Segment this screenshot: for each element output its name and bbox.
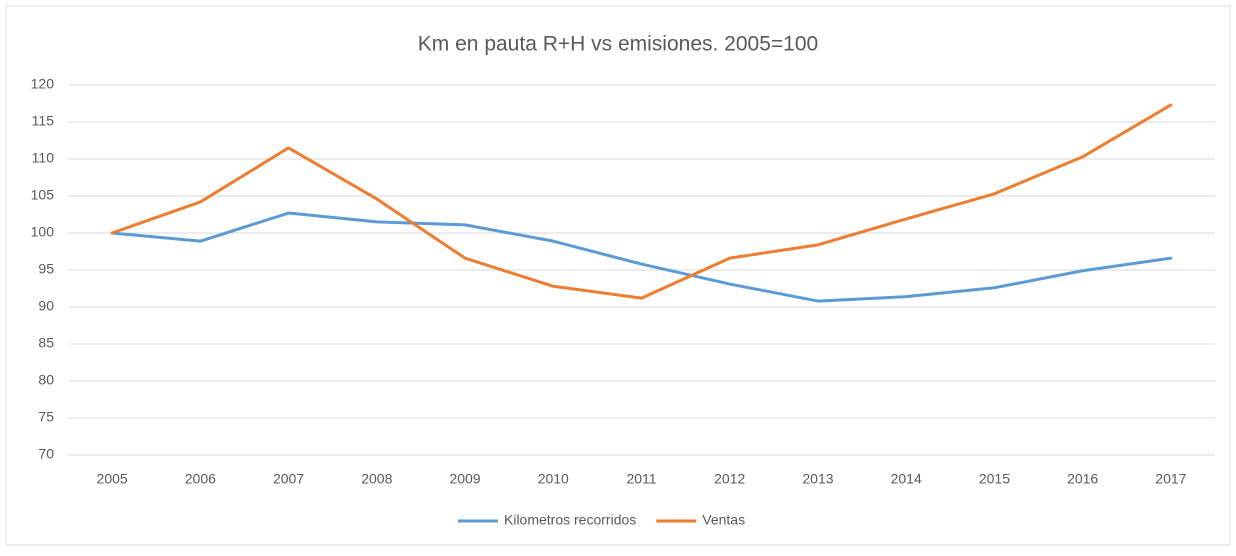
y-tick-label: 70 — [38, 446, 54, 462]
x-tick-label: 2013 — [802, 471, 833, 487]
legend-label: Kilometros recorridos — [504, 512, 636, 528]
x-tick-label: 2008 — [361, 471, 392, 487]
y-tick-label: 95 — [38, 261, 54, 277]
chart-title: Km en pauta R+H vs emisiones. 2005=100 — [418, 33, 818, 56]
x-tick-label: 2006 — [185, 471, 216, 487]
y-tick-label: 115 — [32, 113, 55, 129]
x-tick-label: 2014 — [891, 471, 922, 487]
y-tick-label: 80 — [38, 372, 54, 388]
y-tick-label: 100 — [31, 224, 55, 240]
y-tick-label: 85 — [38, 335, 54, 351]
x-tick-label: 2016 — [1067, 471, 1098, 487]
x-tick-label: 2007 — [273, 471, 304, 487]
x-tick-label: 2010 — [538, 471, 569, 487]
x-tick-label: 2015 — [979, 471, 1010, 487]
x-tick-label: 2005 — [97, 471, 128, 487]
y-tick-label: 90 — [38, 298, 54, 314]
data-line — [110, 103, 1173, 300]
y-tick-label: 75 — [38, 409, 54, 425]
x-tick-label: 2017 — [1155, 471, 1186, 487]
y-tick-label: 120 — [31, 76, 55, 92]
x-tick-label: 2011 — [626, 471, 656, 487]
y-tick-label: 105 — [31, 187, 55, 203]
data-line — [110, 211, 1173, 303]
chart-border — [5, 5, 1231, 546]
y-tick-label: 110 — [32, 150, 55, 166]
x-tick-label: 2012 — [714, 471, 745, 487]
legend-label: Ventas — [702, 512, 745, 528]
x-tick-label: 2009 — [449, 471, 480, 487]
